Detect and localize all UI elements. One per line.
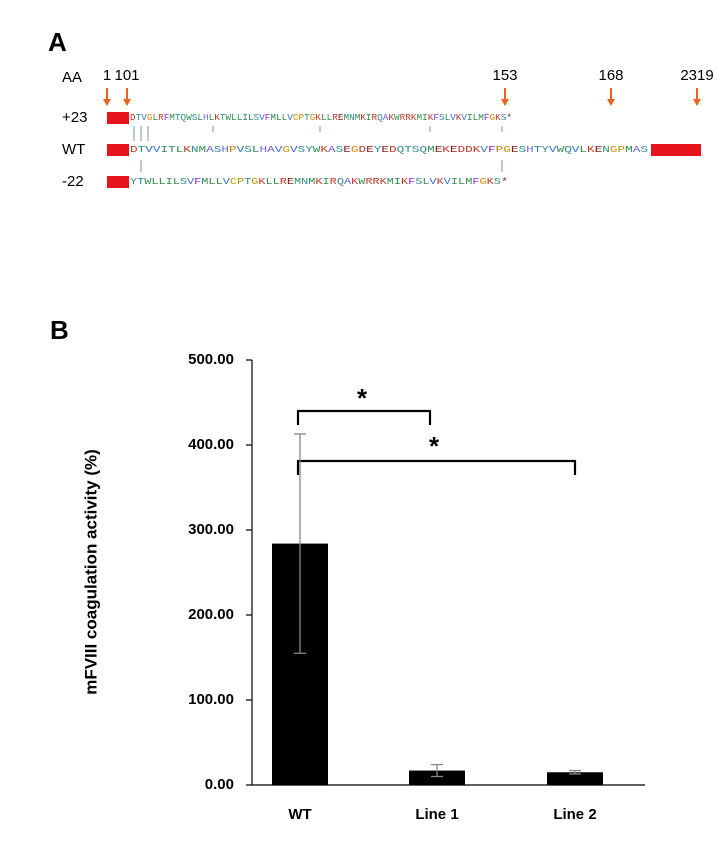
position-label: 1 bbox=[103, 67, 111, 84]
x-tick-label: Line 2 bbox=[553, 806, 596, 823]
sequence: DTVGLRFMTQWSLHLKTWLLILSVFMLLVCPTGKLLREMN… bbox=[130, 113, 512, 123]
aa-label: AA bbox=[62, 69, 82, 86]
y-tick-label: 500.00 bbox=[188, 351, 234, 368]
positions: 1 101 153 168 2319 bbox=[103, 67, 714, 106]
error-bar bbox=[569, 769, 581, 775]
bar bbox=[547, 772, 603, 785]
position-label: 2319 bbox=[680, 67, 713, 84]
arrow-head bbox=[607, 99, 615, 106]
arrow-head bbox=[693, 99, 701, 106]
y-tick-label: 0.00 bbox=[205, 776, 234, 793]
panel-label: A bbox=[48, 27, 67, 57]
y-tick-label: 300.00 bbox=[188, 521, 234, 538]
exon-bar bbox=[107, 112, 129, 124]
significance-star: * bbox=[429, 431, 440, 461]
alignment-marks bbox=[133, 126, 503, 172]
y-axis-label: mFVIII coagulation activity (%) bbox=[81, 449, 100, 695]
x-tick-label: WT bbox=[288, 806, 311, 823]
error-bar bbox=[431, 763, 443, 778]
bar bbox=[409, 770, 465, 785]
panel-label: B bbox=[50, 315, 69, 345]
exon-bar bbox=[107, 176, 129, 188]
row-label: +23 bbox=[62, 109, 87, 126]
y-tick-label: 100.00 bbox=[188, 691, 234, 708]
error-bar bbox=[294, 433, 306, 654]
row-label: WT bbox=[62, 141, 85, 158]
significance-bracket bbox=[296, 459, 577, 475]
exon-bar bbox=[107, 144, 129, 156]
position-label: 153 bbox=[492, 67, 517, 84]
row-label: -22 bbox=[62, 173, 84, 190]
significance-bracket bbox=[296, 409, 432, 425]
arrow-head bbox=[103, 99, 111, 106]
arrow-head bbox=[123, 99, 131, 106]
x-tick-label: Line 1 bbox=[415, 806, 458, 823]
y-tick-label: 200.00 bbox=[188, 606, 234, 623]
significance-star: * bbox=[357, 383, 368, 413]
arrow-head bbox=[501, 99, 509, 106]
exon-bar bbox=[668, 144, 701, 156]
position-label: 101 bbox=[114, 67, 139, 84]
y-tick-label: 400.00 bbox=[188, 436, 234, 453]
position-label: 168 bbox=[598, 67, 623, 84]
